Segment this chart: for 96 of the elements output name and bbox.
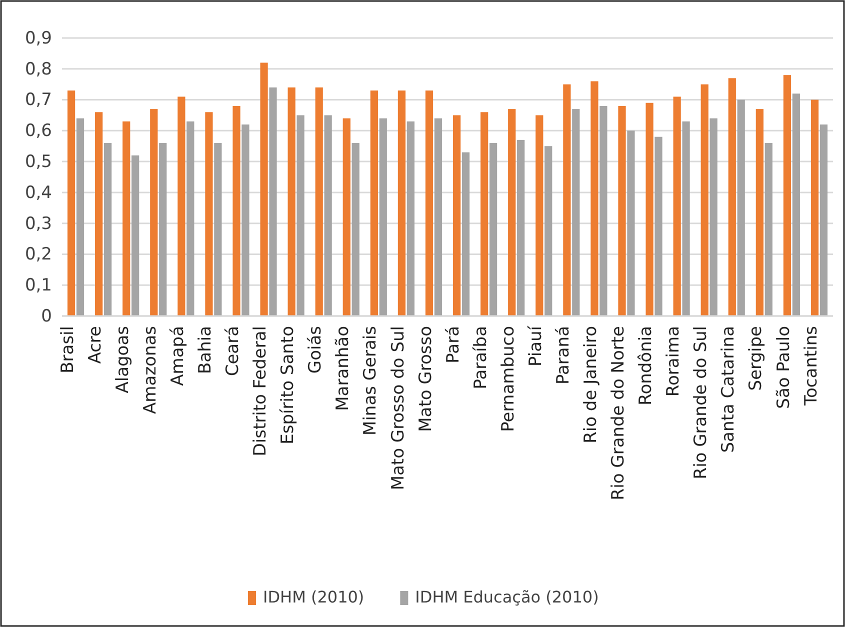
bar [67, 90, 76, 316]
x-tick-label: Acre [85, 326, 106, 364]
bar [563, 84, 571, 316]
bar [654, 136, 662, 316]
bar [536, 115, 544, 316]
bar [95, 112, 103, 316]
bar [480, 112, 488, 316]
y-tick-label: 0 [41, 306, 52, 326]
x-tick-label: Espírito Santo [278, 326, 298, 444]
x-tick-label: São Paulo [774, 326, 794, 409]
bar [700, 84, 708, 316]
x-tick-label: Mato Grosso do Sul [388, 326, 408, 490]
x-tick-label: Rio de Janeiro [580, 326, 601, 444]
x-tick-label: Distrito Federal [250, 326, 271, 456]
x-tick-label: Pará [443, 326, 464, 364]
bar [76, 118, 84, 316]
x-tick-label: Amazonas [140, 326, 160, 414]
x-tick-label: Mato Grosso [416, 326, 436, 432]
bar [150, 109, 158, 316]
y-tick-label: 0,4 [24, 182, 52, 203]
legend-label: IDHM (2010) [263, 587, 364, 606]
bar [242, 124, 250, 316]
bar [232, 106, 240, 316]
bar [186, 121, 194, 316]
bar [756, 109, 764, 316]
bar [425, 90, 434, 316]
x-tick-label: Roraima [664, 326, 684, 397]
y-tick-label: 0,2 [24, 244, 52, 265]
bar [379, 118, 387, 316]
x-tick-label: Rio Grande do Sul [691, 326, 712, 480]
bar [792, 94, 800, 316]
bar [517, 140, 525, 316]
bar [315, 87, 323, 316]
bar [783, 75, 792, 316]
bar [710, 118, 718, 316]
bar [398, 90, 406, 316]
bar [178, 96, 186, 316]
bar [296, 115, 304, 316]
legend-label: IDHM Educação (2010) [415, 587, 599, 606]
bar [406, 121, 414, 316]
x-tick-label: Santa Catarina [718, 326, 739, 453]
y-tick-label: 0,7 [24, 90, 52, 110]
x-tick-label: Pernambuco [498, 326, 518, 432]
bar [434, 118, 442, 316]
x-tick-label: Paraná [553, 326, 574, 385]
bar [260, 62, 268, 316]
bar [214, 143, 222, 316]
y-tick-label: 0,1 [24, 276, 52, 296]
y-tick-label: 0,3 [24, 214, 52, 234]
x-tick-label: Minas Gerais [360, 326, 381, 436]
bar [269, 87, 277, 316]
bar [646, 102, 654, 316]
y-tick-label: 0,5 [24, 152, 52, 172]
x-tick-label: Ceará [223, 326, 244, 376]
bar [122, 121, 130, 316]
y-tick-label: 0,8 [24, 59, 52, 80]
x-tick-label: Amapá [168, 326, 188, 386]
x-tick-label: Rio Grande do Norte [608, 326, 629, 500]
bar [508, 109, 516, 316]
bar [810, 100, 819, 316]
bar [352, 143, 360, 316]
x-tick-label: Rondônia [636, 326, 656, 406]
bar [627, 130, 635, 316]
x-tick-label: Alagoas [112, 326, 133, 394]
bar [590, 81, 598, 316]
bar [544, 146, 552, 316]
x-tick-label: Goiás [306, 326, 326, 374]
y-tick-label: 0,6 [24, 121, 52, 142]
x-tick-label: Piauí [526, 324, 546, 367]
bar [370, 90, 378, 316]
bar [159, 143, 167, 316]
bar [205, 112, 213, 316]
x-tick-label: Tocantins [801, 326, 822, 406]
bar [452, 115, 461, 316]
bar [682, 121, 690, 316]
x-tick-label: Sergipe [746, 326, 766, 391]
bar [673, 96, 681, 316]
y-tick-label: 0,9 [24, 28, 52, 48]
bar [132, 155, 140, 316]
bar [737, 100, 745, 316]
bar [324, 115, 332, 316]
bar [342, 118, 350, 316]
bar [489, 143, 498, 316]
x-tick-label: Bahia [195, 326, 216, 374]
bar [104, 143, 112, 316]
bar [820, 124, 828, 316]
bar [618, 106, 626, 316]
x-tick-label: Maranhão [333, 326, 354, 411]
bar [728, 78, 736, 316]
bar [764, 143, 772, 316]
bar [462, 152, 470, 316]
x-tick-label: Paraíba [470, 326, 491, 390]
bar [288, 87, 296, 316]
bar [572, 109, 580, 316]
x-tick-label: Brasil [58, 326, 78, 374]
bar [600, 106, 608, 316]
